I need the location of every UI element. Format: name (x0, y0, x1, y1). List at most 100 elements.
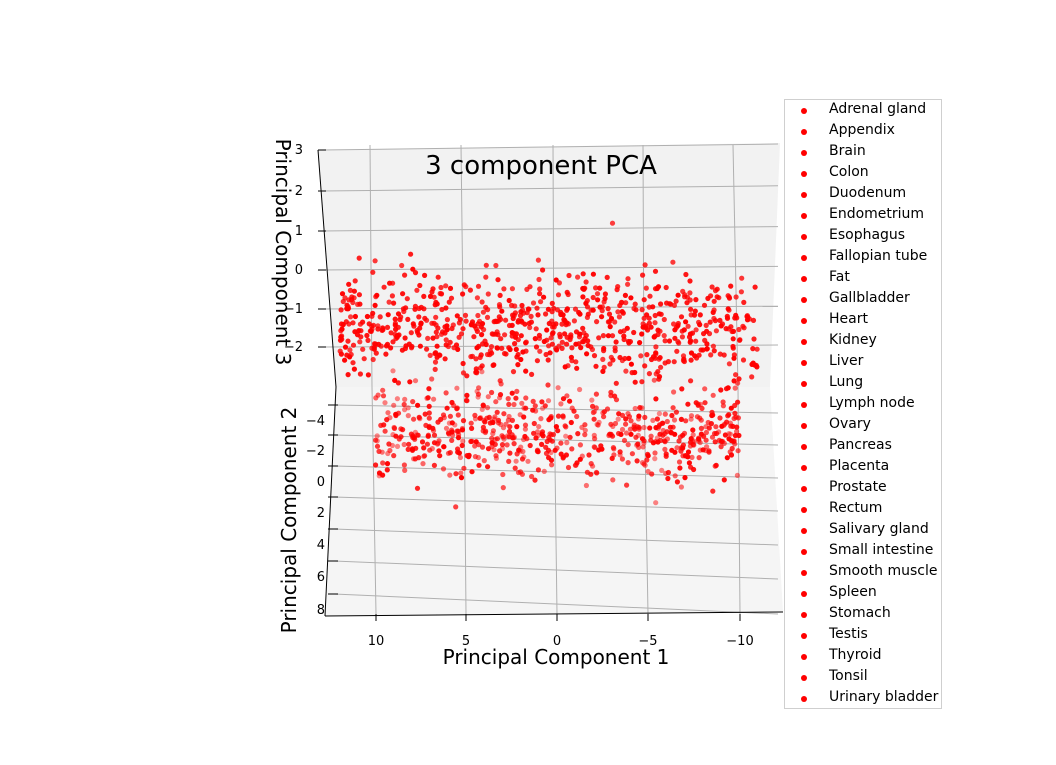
scatter-point (567, 398, 573, 404)
scatter-point (473, 439, 479, 445)
legend-marker (801, 255, 807, 261)
scatter-point (608, 315, 615, 322)
y-axis-line (324, 386, 337, 617)
scatter-point (706, 448, 712, 454)
scatter-point (507, 424, 513, 430)
scatter-point (345, 305, 351, 311)
scatter-point (475, 283, 482, 289)
scatter-point (730, 423, 736, 429)
scatter-point (399, 262, 405, 269)
scatter-point (685, 401, 691, 407)
scatter-point (733, 294, 739, 300)
scatter-point (380, 387, 386, 393)
scatter-point (652, 456, 658, 462)
scatter-point (436, 448, 442, 454)
scatter-point (560, 396, 567, 402)
legend-marker (801, 171, 807, 177)
scatter-point (718, 323, 724, 329)
z-tick-label: 1 (295, 224, 303, 239)
legend-marker (801, 591, 807, 597)
scatter-point (425, 335, 431, 341)
scatter-point (692, 308, 698, 314)
x-tick-label: 10 (368, 634, 385, 649)
scatter-point (469, 469, 475, 475)
scatter-point (735, 380, 741, 386)
legend-item: Liver (785, 352, 941, 373)
legend-marker (801, 234, 807, 240)
scatter-point (417, 325, 423, 331)
scatter-point (554, 445, 560, 451)
scatter-point (480, 403, 486, 409)
y-tick-label: 4 (317, 538, 325, 553)
scatter-point (591, 353, 598, 359)
scatter-point (566, 272, 572, 279)
scatter-point (460, 370, 467, 376)
scatter-point (590, 294, 596, 301)
scatter-point (509, 390, 515, 396)
legend-item: Smooth muscle (785, 562, 941, 583)
scatter-point (663, 284, 669, 291)
scatter-point (535, 257, 542, 263)
scatter-point (531, 420, 537, 427)
scatter-point (678, 448, 684, 454)
scatter-point (406, 441, 412, 447)
scatter-point (661, 438, 668, 444)
scatter-point (752, 362, 758, 368)
scatter-point (675, 320, 681, 327)
scatter-point (401, 441, 407, 448)
scatter-point (433, 350, 439, 356)
scatter-point (663, 451, 669, 457)
scatter-point (564, 341, 570, 347)
scatter-point (716, 429, 722, 435)
scatter-point (456, 334, 462, 340)
scatter-point (515, 469, 522, 476)
scatter-point (495, 318, 501, 324)
legend-label: Testis (829, 626, 868, 642)
scatter-point (671, 359, 677, 365)
scatter-point (539, 441, 545, 447)
scatter-point (346, 297, 352, 303)
scatter-point (698, 347, 704, 353)
scatter-point (386, 441, 392, 447)
legend-label: Smooth muscle (829, 563, 938, 579)
legend-marker (801, 213, 807, 219)
legend-item: Colon (785, 163, 941, 184)
scatter-point (459, 427, 466, 433)
scatter-point (650, 440, 657, 446)
scatter-point (519, 456, 526, 462)
scatter-point (651, 377, 657, 383)
scatter-point (544, 438, 550, 445)
scatter-point (555, 292, 562, 298)
scatter-point (662, 338, 668, 344)
scatter-point (555, 413, 562, 419)
scatter-point (683, 418, 689, 424)
legend-item: Ovary (785, 415, 941, 436)
scatter-point (691, 312, 698, 318)
scatter-point (741, 325, 747, 331)
scatter-point (509, 432, 515, 438)
scatter-point (376, 448, 382, 454)
scatter-point (493, 453, 499, 459)
scatter-point (364, 332, 370, 339)
scatter-point (545, 306, 552, 312)
scatter-point (573, 359, 579, 365)
scatter-point (571, 318, 578, 324)
scatter-point (672, 335, 678, 341)
scatter-point (435, 274, 441, 280)
scatter-point (646, 371, 653, 377)
scatter-point (605, 306, 611, 312)
scatter-point (694, 414, 701, 420)
scatter-point (717, 317, 723, 323)
scatter-point (688, 378, 694, 384)
scatter-point (717, 415, 723, 421)
scatter-point (754, 346, 760, 352)
scatter-point (639, 307, 645, 313)
scatter-point (625, 281, 631, 287)
z-tick-label: 2 (295, 184, 303, 199)
legend-marker (801, 339, 807, 345)
scatter-point (721, 477, 727, 483)
scatter-point (555, 428, 561, 434)
scatter-point (728, 405, 734, 411)
scatter-point (441, 415, 447, 421)
scatter-point (447, 413, 453, 419)
